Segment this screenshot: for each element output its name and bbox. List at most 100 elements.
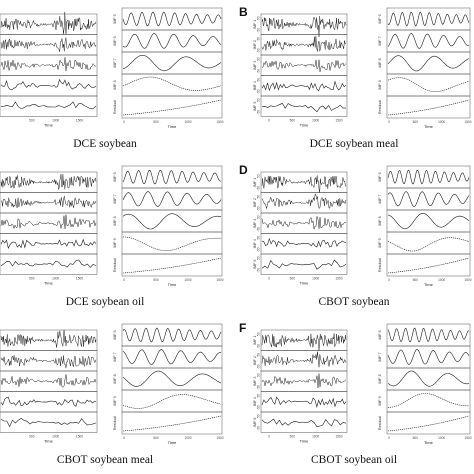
imf-label: IMF 9 [113,396,117,405]
imf-series-line [387,169,470,185]
imf-series-line [387,11,470,27]
imf-series-line [122,55,222,72]
x-tick-label: 1500 [76,435,83,439]
x-tick-label: 500 [29,119,35,123]
imf-series-line [122,33,222,49]
imf-series-line [0,57,97,71]
panel-3: DCE soybean oil 500 1000 1500 Time IMF 6 IMF 7… [0,158,237,316]
x-axis-title: Time [44,123,54,128]
x-tick-label: 1000 [438,278,445,282]
y-tick-label: -50 [257,426,261,431]
y-tick-label: -50 [257,110,261,115]
panel-caption: CBOT soybean [318,296,390,308]
x-tick-label: 500 [29,277,35,281]
imf-frame [121,29,223,53]
imf-frame [386,209,471,233]
imf-series-line [122,191,222,207]
imf-series-line [0,101,97,109]
x-tick-label: 1000 [312,435,319,439]
y-tick-label: 50 [257,57,261,61]
x-tick-label: 500 [290,435,296,439]
panel-letter: B [239,5,248,19]
x-tick-label: 1000 [184,120,191,124]
y-tick-label: 50 [257,256,261,260]
y-tick-label: 50 [257,373,261,377]
imf-frame [121,253,223,277]
y-tick-label: 50 [257,16,261,20]
imf-frame [0,95,98,117]
imf-frame [121,411,223,435]
imf-frame [386,51,471,75]
panel-caption: DCE soybean oil [65,296,145,308]
imf-label: IMF 6 [378,14,382,23]
imf-series-line [387,349,470,365]
imf-series-line [387,191,470,207]
imf-series-line [387,213,470,230]
imf-series-line [387,55,470,72]
imf-series-line [261,373,347,389]
y-tick-label: -50 [257,268,261,273]
imf-frame [121,209,223,233]
imf-series-line [122,327,222,343]
imf-series-line [0,78,97,91]
x-axis-title: Time [424,440,434,445]
imf-series-line [387,237,470,252]
imf-label: IMF 8 [113,374,117,383]
imf-label: IMF 4 [253,239,257,248]
x-tick-label: 500 [413,436,419,440]
x-tick-label: 500 [153,436,159,440]
x-axis-title: Time [300,439,310,444]
y-tick-label: -50 [257,89,261,94]
imf-label: IMF 8 [113,80,117,89]
imf-series-line [261,175,347,193]
y-tick-label: 50 [257,78,261,82]
imf-series-line [0,396,96,407]
imf-label: IMF 6 [113,330,117,339]
x-tick-label: 1000 [184,436,191,440]
x-tick-label: 0 [123,436,125,440]
imf-label: IMF 7 [378,194,382,203]
imf-label: IMF 2 [253,40,257,49]
imf-label: IMF 9 [113,238,117,247]
imf-series-line [122,370,222,387]
imf-series-line [387,370,470,387]
imf-label: IMF 3 [253,377,257,386]
imf-series-line [261,36,346,52]
imf-frame [386,231,471,255]
residual-line [122,99,222,116]
x-tick-label: 1000 [184,278,191,282]
residual-line [387,99,470,116]
y-tick-label: -50 [257,344,261,349]
x-tick-label: 0 [268,435,270,439]
imf-series-line [261,80,347,92]
panel-5: CBOT soybean meal 500 1000 1500 Time IMF 6 IMF… [0,316,237,474]
x-tick-label: 500 [413,278,419,282]
imf-series-line [0,214,97,230]
imf-label: IMF 4 [253,81,257,90]
x-axis-title: Time [300,123,310,128]
imf-frame [0,370,98,392]
imf-frame [386,345,471,369]
imf-frame [386,7,471,31]
y-tick-label: -50 [257,364,261,369]
imf-frame [121,231,223,255]
y-tick-label: 50 [257,98,261,102]
imf-frame [260,329,348,351]
imf-frame [121,323,223,347]
imf-label: IMF 8 [378,58,382,67]
imf-series-line [0,11,97,35]
imf-frame [386,29,471,53]
x-axis-title: Time [168,124,178,129]
x-tick-label: 1500 [464,436,471,440]
imf-frame [260,171,348,193]
imf-label: IMF 1 [253,20,257,29]
imf-label: IMF 8 [378,216,382,225]
imf-plot: 500 1000 1500 Time IMF 6 IMF 7 IMF 8 IMF 9 Resid… [0,323,224,445]
x-tick-label: 1500 [335,119,342,123]
imf-series-line [261,333,347,351]
imf-series-line [261,418,347,428]
y-tick-label: 50 [257,353,261,357]
x-axis-title: Time [300,281,310,286]
y-tick-label: -50 [257,247,261,252]
imf-label: IMF 9 [378,396,382,405]
